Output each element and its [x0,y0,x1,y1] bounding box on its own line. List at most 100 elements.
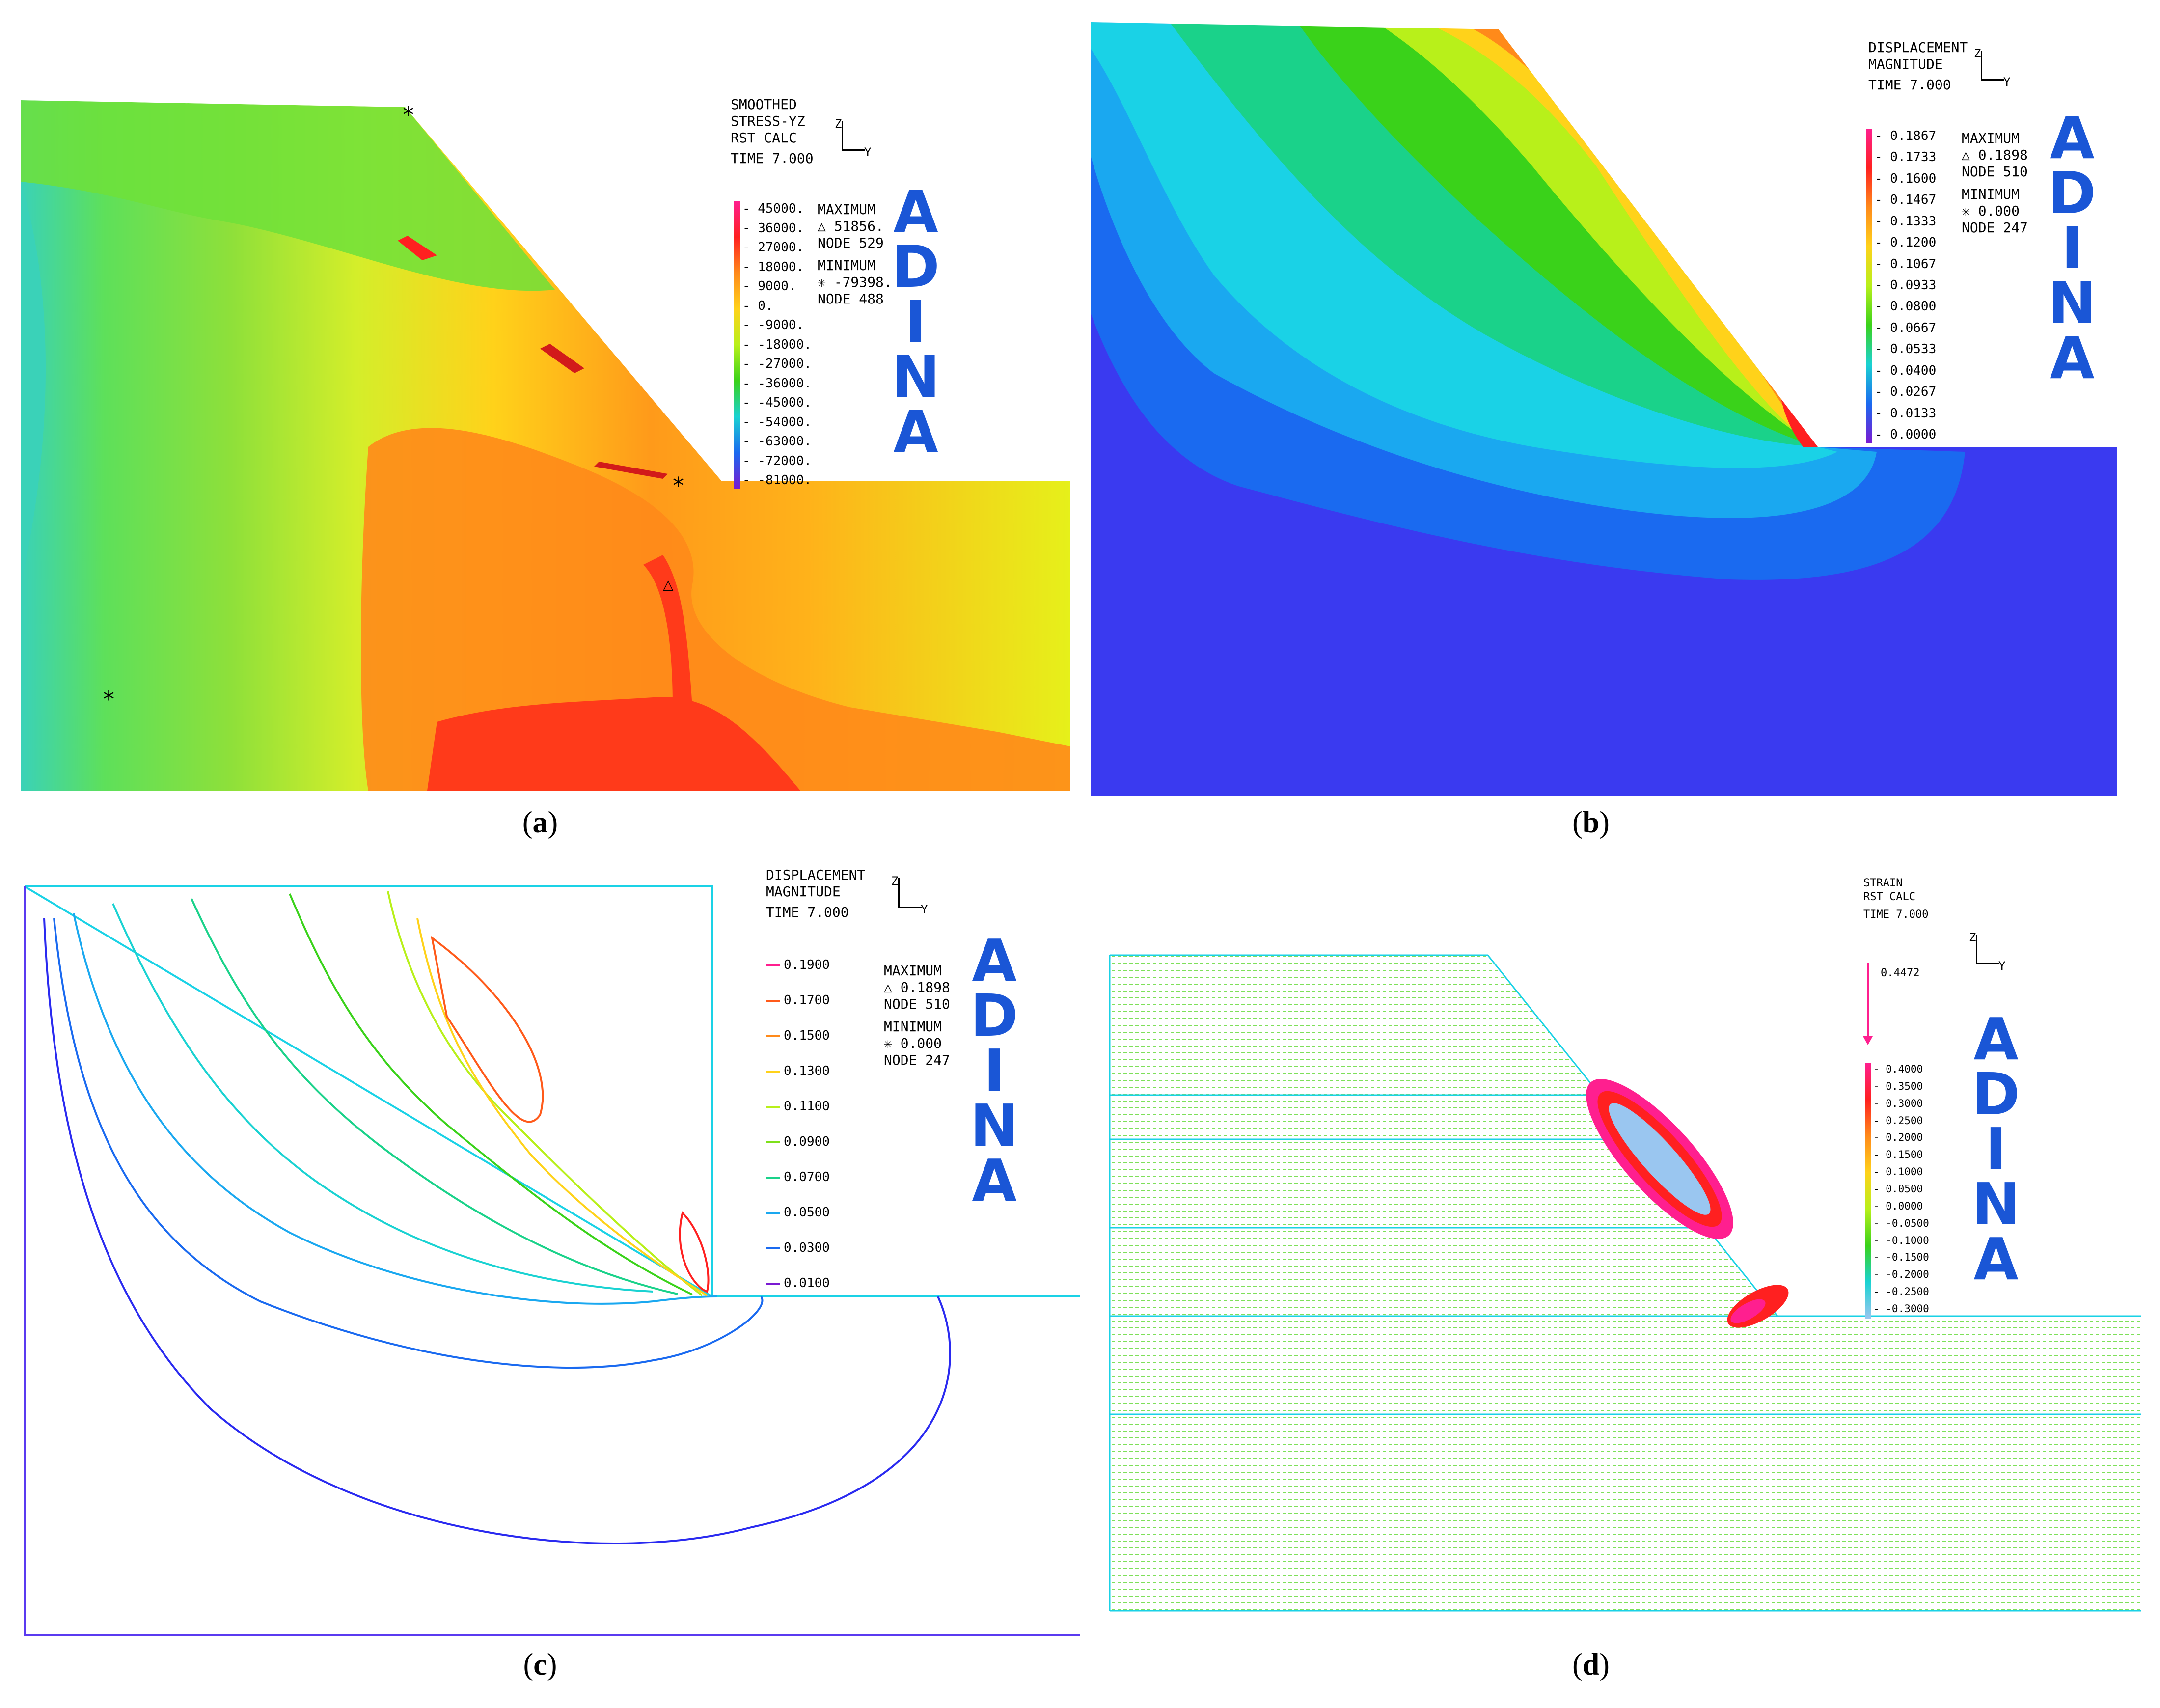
tick-label: - 0.0400 [1875,363,1937,378]
slope-body [21,100,1070,791]
caption-a: (a) [522,806,558,839]
tick-label: - 0.1000 [1873,1166,1923,1178]
tick-label: - -0.1000 [1873,1234,1929,1246]
legend-line-swatch [766,1070,780,1073]
top-mask [21,93,1070,107]
tick-label: 0.1900 [766,958,830,972]
tick-label: - 0.0000 [1873,1200,1923,1212]
tick-label: - -9000. [742,318,804,332]
contour-0.0900 [289,893,693,1295]
scale-arrow-head-d [1863,1036,1873,1045]
contour-0.0500 [73,913,717,1305]
tick-label: 0.0500 [766,1205,830,1220]
legend-line-swatch [766,1141,780,1143]
tick-label: - 9000. [742,279,796,294]
tick-label: - 0.1867 [1875,129,1937,143]
tick-label: - -36000. [742,376,812,391]
node-marker: * [673,472,684,499]
colorbar-d-ticks: - 0.4000 - 0.3500 - 0.3000 - 0.2500 - 0.2000… [1873,1063,1937,1319]
tick-label: - -27000. [742,357,812,371]
tick-label: 0.0300 [766,1240,830,1255]
contour-0.0700 [191,898,678,1295]
contour-0.0300 [53,918,764,1369]
tick-label: - 27000. [742,240,804,255]
displacement-line-plot [24,885,1080,1636]
node-marker: * [403,102,414,128]
max-marker: △ [663,577,674,593]
scale-arrow-value-d: 0.4472 [1881,967,1920,979]
stress-zone-green [21,100,555,291]
colorbar-b [1866,129,1872,443]
minmax-c: MAXIMUM △ 0.1898 NODE 510 MINIMUM ✳ 0.00… [884,963,950,1068]
tick-label: 0.1100 [766,1099,830,1114]
slip-streak [540,344,584,373]
tick-label: 0.0700 [766,1170,830,1185]
contour-0.0600 [112,903,654,1293]
tick-label: - 0.0000 [1875,427,1937,442]
minmax-a: MAXIMUM △ 51856. NODE 529 MINIMUM ✳ -793… [818,201,892,307]
slip-ellipse [1586,1079,1789,1328]
model-outline [25,885,713,1296]
tick-label: - -45000. [742,395,812,410]
tick-label: - -0.2500 [1873,1286,1929,1298]
tick-label: - 18000. [742,259,804,275]
tick-label: - 0.0800 [1875,299,1937,314]
caption-d: (d) [1572,1648,1610,1681]
panel-b-displacement-band [1091,20,2117,796]
tick-label: - 0.1333 [1875,214,1937,229]
tick-label: - 0.1200 [1875,235,1937,250]
slip-streak [398,236,437,260]
scale-arrow-d [1867,963,1869,1041]
tick-label: - -0.0500 [1873,1217,1929,1229]
tick-label: - 0.1467 [1875,193,1937,208]
tick-label: 0.1700 [766,993,830,1008]
tick-label: - 0.0500 [1873,1183,1923,1195]
legend-line-swatch [766,964,780,966]
tick-label: - 0. [742,298,773,313]
tick-label: - 0.3500 [1873,1080,1923,1092]
tick-label: - 0.0533 [1875,342,1937,357]
tick-label: - -81000. [742,473,812,488]
stress-zone-orange [361,428,1070,791]
tick-label: - 0.0933 [1875,278,1937,293]
legend-line-swatch [766,1247,780,1249]
colorbar-d [1865,1063,1871,1319]
stress-zone-cyan [21,182,46,584]
slip-streak [594,462,668,479]
tick-label: - 0.1500 [1873,1149,1923,1161]
legend-a-title: SMOOTHED STRESS-YZ RST CALC TIME 7.000 [731,96,814,166]
tick-label: - 0.0133 [1875,406,1937,421]
band-6 [1376,22,1818,447]
caption-c: (c) [523,1648,557,1681]
stress-zone-red-strip [643,555,692,707]
panel-d-strain-vectors [1100,933,2151,1630]
displacement-band-plot [1091,20,2117,796]
strain-field [1110,955,2141,1611]
contour-0.1300 [416,918,708,1296]
strain-vector-plot [1109,954,2141,1612]
tick-label: 0.0900 [766,1134,830,1149]
model-outline [24,886,1080,1636]
top-mask [1091,20,2117,29]
legend-line-swatch [766,1282,780,1285]
legend-b-title: DISPLACEMENT MAGNITUDE TIME 7.000 [1868,39,1968,93]
legend-d-title: STRAIN RST CALC TIME 7.000 [1863,877,1929,921]
tick-label: - 36000. [742,220,804,236]
colorbar-a-ticks: - 45000. - 36000. - 27000. - 18000. - 9000. -… [742,201,812,489]
tick-label: 0.1500 [766,1028,830,1043]
stress-zone-red [427,697,800,791]
band-5 [1297,22,1818,447]
band-7 [1430,25,1818,447]
tick-label: - -0.2000 [1873,1268,1929,1281]
legend-line-swatch [766,1105,780,1108]
tick-label: - 0.0267 [1875,385,1937,400]
tick-label: - -0.3000 [1873,1303,1929,1315]
caption-b: (b) [1572,806,1610,839]
tick-label: - 45000. [742,201,804,216]
model-outline [24,885,1080,1297]
tick-label: - -63000. [742,434,812,449]
